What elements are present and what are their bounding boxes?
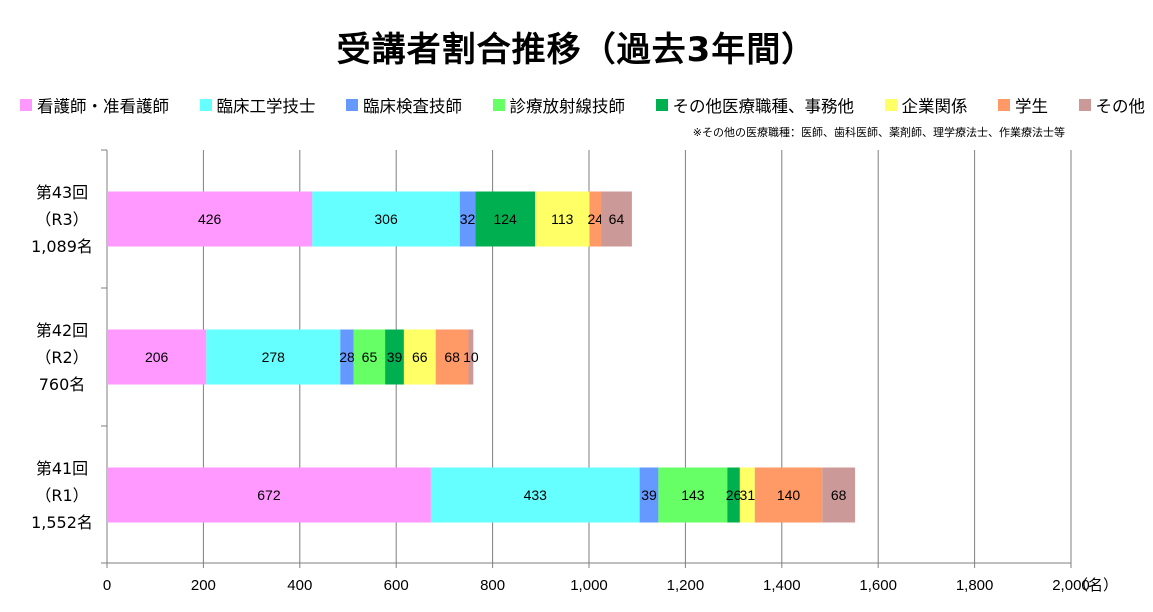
bar-segment [459,191,476,247]
data-label: 39 [387,349,403,365]
data-label: 68 [444,349,460,365]
legend: 看護師・准看護師 臨床工学技士 臨床検査技師 診療放射線技師 その他医療職種、事務他 企業… [20,93,1145,117]
category-label-line: （R1） [35,486,89,505]
chart-title: 受講者割合推移（過去3年間） [336,30,817,70]
legend-label: 看護師・准看護師 [37,97,169,116]
x-tick-label: 400 [287,577,312,594]
x-tick-label: 800 [480,577,505,594]
data-label: 65 [362,349,378,365]
bar-segment [206,329,341,385]
legend-label: 学生 [1015,97,1048,116]
data-label: 32 [460,211,476,227]
bar-segment [535,191,590,247]
category-label-line: 第43回 [35,183,89,202]
legend-item: 看護師・准看護師 [20,93,169,117]
legend-item: 学生 [998,93,1048,117]
x-tick-label: 1,000 [570,577,608,594]
bar-segment [754,467,823,523]
x-tick-label: 1,800 [956,577,994,594]
data-label: 31 [740,487,756,503]
bar-segment [589,191,602,247]
x-tick-label: 0 [103,577,111,594]
legend-swatch [884,99,897,111]
data-label: 24 [587,211,603,227]
category-label: 第41回 （R1） 1,552名 [12,455,112,536]
legend-swatch [346,99,358,111]
footnote: ※その他の医療職種：医師、歯科医師、薬剤師、理学療法士、作業療法士等 [692,126,1065,139]
data-label: 143 [681,487,705,503]
legend-label: 臨床検査技師 [363,97,462,116]
bar-segment [601,191,632,247]
legend-swatch [998,99,1010,111]
bar-segment [107,467,431,523]
category-label-line: 760名 [38,375,86,394]
data-label: 10 [463,349,479,365]
x-tick-label: 1,600 [859,577,897,594]
legend-label: その他医療職種、事務他 [672,97,855,116]
data-label: 140 [777,487,801,503]
x-axis-unit: （名） [1073,576,1119,594]
bar-segment [340,329,354,385]
data-label: 68 [831,487,847,503]
legend-label: 臨床工学技士 [216,97,316,116]
bar-segment [107,191,313,247]
data-label: 124 [493,211,517,227]
category-label-line: （R3） [35,210,89,229]
bar-segment [435,329,469,385]
legend-swatch [20,99,32,111]
data-label: 672 [257,487,281,503]
category-label: 第43回 （R3） 1,089名 [12,179,112,260]
data-label: 66 [412,349,428,365]
x-tick-label: 1,400 [763,577,801,594]
bar-segment [739,467,755,523]
data-label: 28 [339,349,355,365]
bar-segment [385,329,404,385]
legend-label: その他 [1095,97,1146,116]
legend-label: 診療放射線技師 [509,97,626,116]
data-label: 278 [262,349,286,365]
legend-swatch [492,99,505,111]
category-label-line: 1,089名 [31,237,93,256]
data-label: 433 [524,487,548,503]
bar-segment [403,329,436,385]
legend-item: その他 [1078,93,1146,117]
legend-item: 臨床検査技師 [346,93,462,117]
bar-segment [107,329,207,385]
data-label: 64 [609,211,625,227]
data-label: 306 [374,211,398,227]
bar-segment [639,467,659,523]
data-label: 113 [551,211,574,227]
data-label: 26 [726,487,742,503]
legend-swatch [199,99,212,111]
category-label-line: 第42回 [35,321,89,340]
legend-swatch [1078,99,1091,111]
data-label: 206 [145,349,169,365]
legend-swatch [655,99,668,111]
x-tick-label: 1,200 [667,577,705,594]
bar-segment [822,467,856,523]
legend-item: 臨床工学技士 [199,93,316,117]
category-label-line: 第41回 [35,459,89,478]
bar-segment [475,191,536,247]
data-label: 426 [198,211,222,227]
bar-segment [312,191,460,247]
x-tick-label: 2,000 [1052,577,1090,594]
bar-segment [353,329,386,385]
legend-item: 診療放射線技師 [492,93,626,117]
x-tick-label: 600 [384,577,409,594]
legend-item: 企業関係 [884,93,968,117]
category-label: 第42回 （R2） 760名 [12,317,112,398]
bar-segment [658,467,728,523]
legend-label: 企業関係 [901,97,968,116]
x-tick-label: 200 [191,577,216,594]
data-label: 39 [641,487,657,503]
bar-segment [430,467,640,523]
bar-segment [468,329,474,385]
category-label-line: （R2） [35,348,89,367]
legend-item: その他医療職種、事務他 [655,93,855,117]
bar-segment [727,467,740,523]
category-label-line: 1,552名 [31,513,93,532]
